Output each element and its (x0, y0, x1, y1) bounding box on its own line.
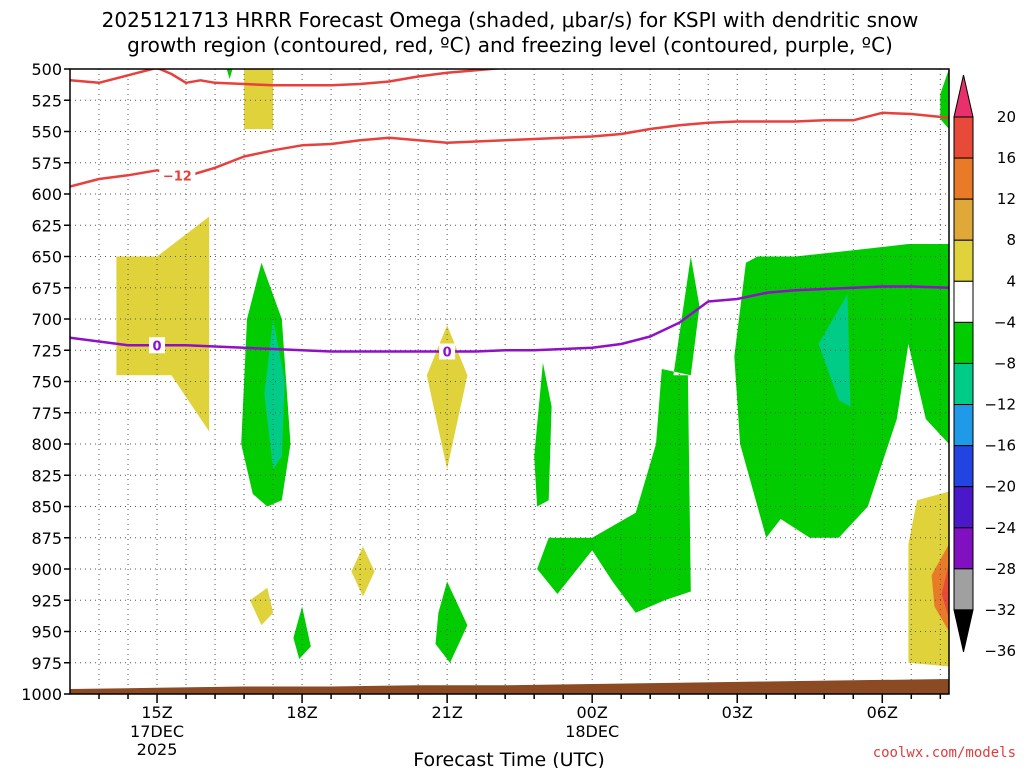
colorbar-swatch (953, 321, 974, 364)
contour-line (70, 285, 949, 353)
y-tick-label: 925 (31, 591, 62, 610)
contour-label-bg (439, 343, 456, 360)
y-tick-label: 775 (31, 404, 62, 423)
omega-region (941, 562, 949, 619)
y-axis: 500 525 550 575 600 625 650 675 700 725 750 775 800 8… (21, 60, 70, 704)
y-tick-label: 500 (31, 60, 62, 79)
colorbar-label: 20 (997, 108, 1016, 126)
omega-region (293, 606, 311, 659)
colorbar-label: −24 (984, 519, 1016, 537)
colorbar-swatch (953, 116, 974, 159)
y-tick-label: 675 (31, 279, 62, 298)
x-tick-label: 18Z (286, 703, 317, 722)
omega-region (226, 69, 233, 79)
contour-label-bg (149, 337, 166, 354)
colorbar-label: 12 (997, 190, 1016, 208)
y-tick-label: 850 (31, 498, 62, 517)
x-tick-label: 03Z (722, 703, 753, 722)
omega-region (534, 362, 552, 507)
colorbar: 20 16 12 8 4 −4 −8 −12 −16 −20 −24 −28 −32 −36 (953, 74, 1016, 660)
y-tick-label: 1000 (21, 685, 62, 704)
omega-region (908, 491, 949, 667)
y-tick-label: 825 (31, 466, 62, 485)
contour-label: 0 (153, 339, 162, 354)
grid-layer (70, 69, 949, 694)
colorbar-swatch (953, 280, 974, 323)
contour-line (70, 111, 949, 188)
y-tick-label: 900 (31, 560, 62, 579)
x-tick-date: 17DEC (130, 722, 184, 741)
ground-surface (70, 679, 949, 694)
contour-label: 0 (443, 346, 452, 361)
contour-layer: −12 0 0 (70, 69, 949, 361)
y-tick-label: 550 (31, 123, 62, 142)
omega-region (537, 256, 700, 613)
colorbar-swatch (953, 445, 974, 488)
y-tick-label: 700 (31, 310, 62, 329)
y-tick-label: 650 (31, 248, 62, 267)
y-tick-label: 625 (31, 216, 62, 235)
chart-title-line-1: 2025121713 HRRR Forecast Omega (shaded, … (102, 8, 919, 32)
omega-region (818, 294, 851, 407)
ground-surface-layer (70, 679, 949, 694)
colorbar-swatch (953, 362, 974, 406)
y-tick-label: 800 (31, 435, 62, 454)
omega-region (264, 319, 285, 469)
colorbar-label: −12 (984, 396, 1016, 414)
omega-region (426, 325, 468, 469)
colorbar-label: −28 (984, 560, 1016, 578)
colorbar-label: −8 (994, 354, 1016, 372)
colorbar-bottom-triangle (953, 609, 974, 653)
omega-region (940, 69, 949, 129)
x-axis-label: Forecast Time (UTC) (413, 749, 604, 768)
x-tick-year: 2025 (137, 740, 178, 759)
colorbar-label: −32 (984, 601, 1016, 619)
colorbar-swatch (953, 157, 974, 200)
colorbar-swatch (953, 198, 974, 241)
y-tick-label: 525 (31, 91, 62, 110)
colorbar-swatch (953, 404, 974, 447)
x-tick-label: 00Z (577, 703, 608, 722)
colorbar-label: −4 (994, 313, 1016, 331)
colorbar-label: −20 (984, 478, 1016, 496)
omega-region (249, 587, 274, 626)
contour-label-bg (159, 167, 196, 184)
omega-region (931, 544, 949, 632)
x-tick-label: 21Z (431, 703, 462, 722)
chart-title-line-2: growth region (contoured, red, ºC) and f… (127, 33, 893, 57)
colorbar-label: 4 (1006, 272, 1016, 290)
colorbar-swatch (953, 568, 974, 611)
contour-label: −12 (163, 169, 192, 184)
credit-text: coolwx.com/models (873, 745, 1016, 761)
x-tick-label: 15Z (141, 703, 172, 722)
colorbar-label: −36 (984, 642, 1016, 660)
y-tick-label: 575 (31, 154, 62, 173)
y-tick-label: 600 (31, 185, 62, 204)
omega-region (116, 216, 210, 432)
y-tick-label: 875 (31, 529, 62, 548)
x-tick-label: 06Z (867, 703, 898, 722)
y-tick-label: 750 (31, 373, 62, 392)
colorbar-swatch (953, 239, 974, 282)
colorbar-swatch (953, 486, 974, 529)
colorbar-label: 8 (1006, 231, 1016, 249)
colorbar-swatch (953, 527, 974, 570)
contour-line (70, 69, 507, 87)
omega-region (435, 581, 468, 663)
colorbar-label: 16 (997, 149, 1016, 167)
colorbar-label: −16 (984, 437, 1016, 455)
x-tick-date: 18DEC (565, 722, 619, 741)
y-tick-label: 950 (31, 623, 62, 642)
omega-region (351, 546, 375, 597)
omega-region (244, 69, 274, 129)
y-tick-label: 975 (31, 654, 62, 673)
y-tick-label: 725 (31, 341, 62, 360)
